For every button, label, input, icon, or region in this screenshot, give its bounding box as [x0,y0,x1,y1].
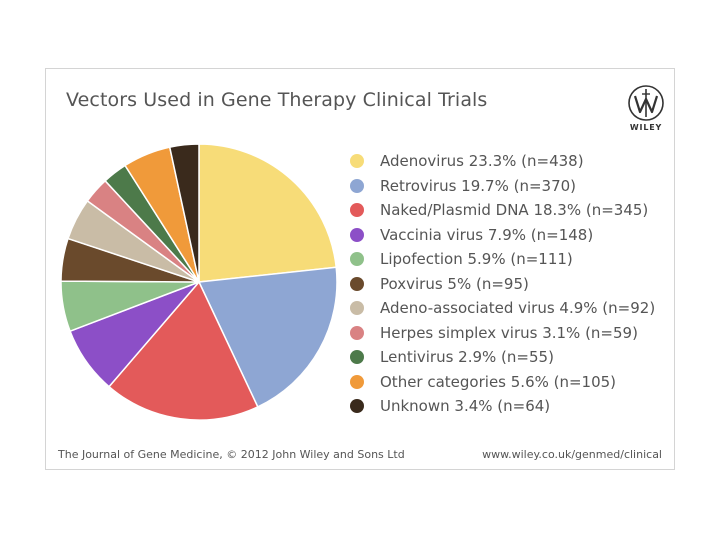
legend-swatch [350,399,364,414]
legend-item-0: Adenovirus 23.3% (n=438) [350,149,655,174]
legend-item-1: Retrovirus 19.7% (n=370) [350,174,655,199]
pie-chart [60,143,338,421]
footer-citation: The Journal of Gene Medicine, © 2012 Joh… [58,448,405,461]
legend-label: Other categories 5.6% (n=105) [380,372,617,391]
legend-swatch [350,350,364,365]
legend-swatch [350,252,364,267]
legend-item-2: Naked/Plasmid DNA 18.3% (n=345) [350,198,655,223]
legend-item-10: Unknown 3.4% (n=64) [350,394,655,419]
legend-label: Retrovirus 19.7% (n=370) [380,176,577,195]
pie-slice-10 [168,143,200,283]
legend-swatch [350,154,364,169]
legend-item-4: Lipofection 5.9% (n=111) [350,247,655,272]
legend-swatch [350,301,364,316]
chart-title: Vectors Used in Gene Therapy Clinical Tr… [66,89,488,111]
chart-card: Vectors Used in Gene Therapy Clinical Tr… [45,68,675,470]
legend-item-9: Other categories 5.6% (n=105) [350,370,655,395]
legend-item-7: Herpes simplex virus 3.1% (n=59) [350,321,655,346]
legend-label: Naked/Plasmid DNA 18.3% (n=345) [380,201,649,220]
legend-label: Vaccinia virus 7.9% (n=148) [380,225,594,244]
legend-label: Lipofection 5.9% (n=111) [380,250,573,269]
legend-item-3: Vaccinia virus 7.9% (n=148) [350,223,655,248]
legend-item-6: Adeno-associated virus 4.9% (n=92) [350,296,655,321]
chart-legend: Adenovirus 23.3% (n=438) Retrovirus 19.7%… [350,149,655,419]
wiley-logo-text: WILEY [629,123,663,132]
legend-item-5: Poxvirus 5% (n=95) [350,272,655,297]
legend-label: Herpes simplex virus 3.1% (n=59) [380,323,638,342]
legend-swatch [350,227,364,242]
legend-item-8: Lentivirus 2.9% (n=55) [350,345,655,370]
legend-swatch [350,276,364,291]
legend-swatch [350,203,364,218]
legend-swatch [350,178,364,193]
pie-slice-2 [107,280,259,421]
wiley-logo: WILEY [626,83,666,139]
footer-url: www.wiley.co.uk/genmed/clinical [482,448,662,461]
legend-label: Lentivirus 2.9% (n=55) [380,348,554,367]
pie-slice-0 [198,143,338,283]
legend-label: Adeno-associated virus 4.9% (n=92) [380,299,656,318]
legend-label: Adenovirus 23.3% (n=438) [380,152,584,171]
legend-swatch [350,325,364,340]
legend-swatch [350,374,364,389]
wiley-w-logo-icon [628,85,664,121]
legend-label: Poxvirus 5% (n=95) [380,274,529,293]
legend-label: Unknown 3.4% (n=64) [380,397,551,416]
pie-slice-1 [197,266,338,408]
